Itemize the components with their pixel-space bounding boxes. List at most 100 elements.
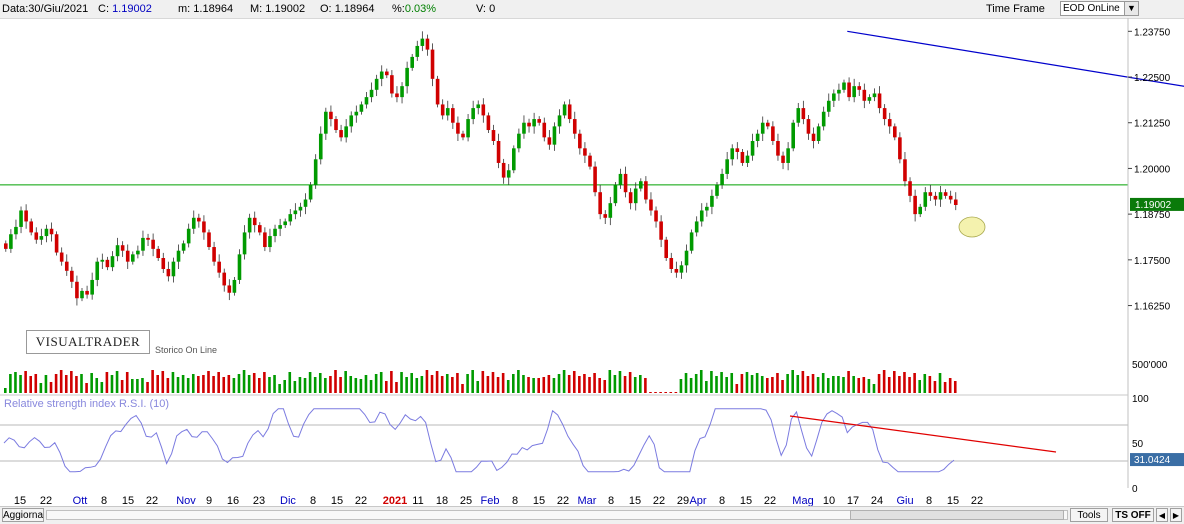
volume-bar — [730, 373, 734, 393]
volume-bar — [893, 371, 896, 393]
candle-body — [766, 122, 770, 127]
volume-bar — [24, 371, 27, 393]
candle-body — [39, 236, 44, 240]
candle-body — [720, 173, 724, 185]
candle-body — [29, 221, 33, 233]
candle-body — [588, 155, 592, 167]
volume-bar — [308, 372, 312, 393]
candle-body — [75, 281, 79, 299]
candle-body — [852, 86, 856, 98]
volume-bar — [826, 378, 830, 393]
candle-body — [710, 195, 714, 207]
candle-body — [80, 290, 84, 299]
candle-body — [826, 100, 831, 112]
volume-bar — [659, 392, 662, 393]
volume-bar — [161, 371, 165, 393]
candle-body — [887, 119, 892, 127]
volume-bar — [405, 377, 408, 393]
candle-body — [242, 232, 247, 255]
open-value: 1.18964 — [334, 3, 375, 15]
candle-body — [59, 252, 64, 262]
volume-bar — [694, 374, 698, 393]
scroll-left-icon[interactable]: ◀ — [1156, 508, 1168, 522]
logo-subtitle: Storico On Line — [155, 345, 218, 355]
candle-body — [735, 148, 740, 152]
date-tick-label: 8 — [719, 495, 725, 506]
candle-body — [628, 192, 633, 204]
ts-off-button[interactable]: TS OFF — [1112, 508, 1154, 522]
scrollbar-thumb[interactable] — [850, 510, 1064, 520]
candle-body — [669, 258, 674, 269]
candle-body — [639, 181, 643, 189]
rsi-axis-label: 100 — [1132, 394, 1149, 405]
date-tick-label: 18 — [436, 495, 448, 506]
candle-body — [207, 232, 211, 248]
date-tick-label: 22 — [653, 495, 665, 506]
candle-body — [456, 122, 460, 134]
candle-body — [649, 199, 653, 211]
volume-bar — [811, 374, 815, 393]
horizontal-scrollbar[interactable] — [46, 510, 1068, 520]
date-tick-label: 2021 — [383, 495, 407, 506]
candle-body — [898, 137, 902, 160]
candle-body — [232, 279, 237, 293]
tools-button[interactable]: Tools — [1070, 508, 1108, 522]
volume-bar — [943, 382, 947, 393]
volume-bar — [745, 372, 749, 393]
candle-body — [522, 122, 526, 134]
price-tick-label: 1.18750 — [1134, 210, 1171, 221]
candle-body — [466, 119, 470, 138]
price-panel — [0, 30, 1184, 306]
candle-body — [613, 184, 618, 204]
candle-body — [552, 126, 557, 145]
candle-body — [857, 86, 862, 90]
candle-body — [674, 268, 679, 273]
candle-body — [359, 104, 364, 112]
candle-body — [273, 228, 277, 237]
date-tick-label: 22 — [971, 495, 983, 506]
date-tick-label: 15 — [740, 495, 752, 506]
candle-body — [496, 141, 501, 163]
candle-body — [4, 243, 8, 249]
dropdown-arrow-icon[interactable]: ▼ — [1124, 1, 1139, 16]
date-tick-label: 8 — [310, 495, 316, 506]
volume-bar — [562, 370, 566, 393]
volume-bar — [120, 380, 124, 393]
volume-bar — [278, 384, 281, 393]
candle-body — [481, 104, 486, 116]
candle-body — [344, 126, 348, 138]
candle-body — [217, 261, 221, 273]
price-tick-label: 1.16250 — [1134, 302, 1171, 313]
volume-bar — [374, 374, 378, 393]
date-field: Data:30/Giu/2021 — [2, 3, 88, 15]
candle-body — [425, 38, 430, 50]
volume-bar — [466, 374, 469, 393]
volume-bar — [527, 377, 530, 393]
candle-body — [166, 268, 171, 277]
volume-bar — [303, 378, 307, 393]
volume-bar — [70, 371, 73, 393]
date-tick-label: 15 — [14, 495, 26, 506]
volume-bar — [816, 377, 820, 393]
scroll-right-icon[interactable]: ▶ — [1170, 508, 1182, 522]
candle-body — [943, 192, 948, 196]
candle-body — [120, 245, 125, 251]
volume-bar — [176, 377, 180, 393]
date-tick-label: 15 — [533, 495, 545, 506]
last-price-tag — [1130, 197, 1184, 211]
volume-bar — [461, 384, 464, 393]
candle-body — [349, 115, 354, 127]
candle-body — [14, 226, 18, 235]
volume-bar — [420, 376, 424, 393]
candle-body — [318, 133, 323, 160]
aggiorna-button[interactable]: Aggiorna — [2, 508, 44, 522]
volume-bar — [633, 377, 637, 393]
volume-bar — [39, 383, 43, 393]
candle-body — [278, 225, 282, 229]
candle-body — [501, 162, 506, 178]
price-chart[interactable]: 1.23750 1.22500 1.21250 1.20000 1.18750 1.175… — [0, 18, 1184, 506]
volume-bar — [34, 374, 38, 393]
volume-bar — [395, 382, 398, 393]
volume-panel — [4, 370, 957, 393]
volume-bar — [445, 374, 449, 393]
